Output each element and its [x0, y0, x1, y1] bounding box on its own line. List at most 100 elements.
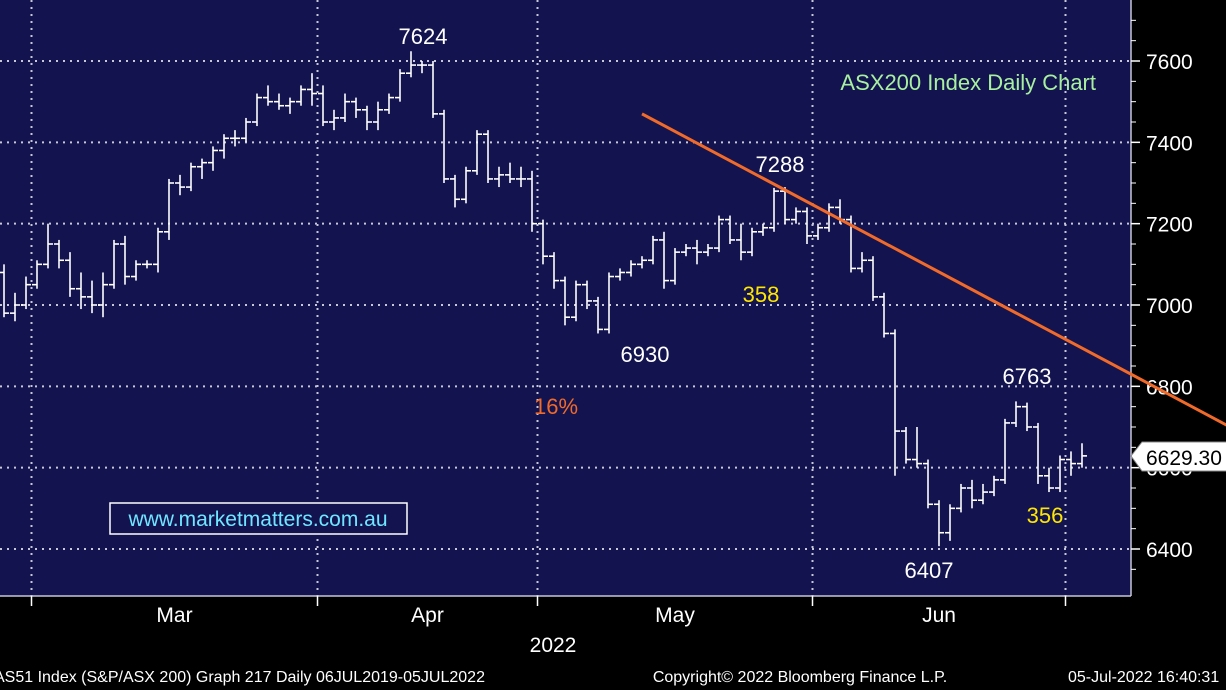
ohlc-bar	[384, 93, 394, 114]
ohlc-bar	[131, 260, 141, 281]
ohlc-bar	[65, 252, 75, 297]
ohlc-bar	[208, 146, 218, 171]
ohlc-bar	[879, 292, 889, 338]
ohlc-bar	[32, 260, 42, 289]
ohlc-bar	[714, 215, 724, 253]
ohlc-bar	[0, 264, 9, 318]
ohlc-bar	[582, 280, 592, 310]
ohlc-bar	[549, 252, 559, 289]
ohlc-bar	[901, 427, 911, 464]
ohlc-bar	[417, 61, 427, 74]
ohlc-bar	[175, 174, 185, 196]
ohlc-bar	[43, 223, 53, 269]
x-tick-label: May	[655, 604, 695, 627]
ohlc-bar	[923, 459, 933, 509]
ohlc-bar	[538, 219, 548, 265]
ohlc-bar	[615, 268, 625, 281]
y-tick-label: 7000	[1146, 295, 1193, 318]
ohlc-bar	[956, 483, 966, 513]
watermark-text: www.marketmatters.com.au	[127, 508, 387, 531]
ohlc-bar	[252, 93, 262, 127]
ohlc-bar	[1044, 467, 1054, 493]
ohlc-bar	[758, 223, 768, 236]
annotation-high-2: 7288	[756, 152, 805, 177]
ohlc-bar	[857, 252, 867, 273]
last-price-marker: 6629.30	[1130, 441, 1226, 472]
price-bars	[0, 51, 1087, 547]
ohlc-bar	[186, 162, 196, 192]
ohlc-bar	[604, 272, 614, 334]
ohlc-bar	[802, 207, 812, 244]
ohlc-bar	[989, 475, 999, 497]
ohlc-bar	[362, 105, 372, 131]
ohlc-bar	[120, 235, 130, 285]
ohlc-bar	[87, 280, 97, 314]
x-tick-label: Jun	[922, 604, 956, 627]
y-tick-label: 7600	[1146, 51, 1193, 74]
y-tick-label: 7200	[1146, 214, 1193, 237]
chart-title: ASX200 Index Daily Chart	[840, 70, 1096, 95]
ohlc-bar	[560, 276, 570, 326]
ohlc-bar	[340, 93, 350, 122]
y-axis-area	[1131, 0, 1226, 596]
ohlc-bar	[1022, 402, 1032, 432]
last-price-label: 6629.30	[1146, 447, 1222, 470]
ohlc-bar	[637, 256, 647, 269]
annotation-low-1: 6930	[621, 342, 670, 367]
ohlc-bar	[296, 85, 306, 106]
ohlc-bar	[406, 51, 416, 78]
ohlc-bar	[571, 280, 581, 322]
ohlc-bar	[1011, 401, 1021, 427]
ohlc-bar	[285, 97, 295, 114]
annotation-high-1: 7624	[399, 24, 448, 49]
ohlc-bar	[54, 239, 64, 269]
footer-right: 05-Jul-2022 16:40:31	[1068, 669, 1219, 686]
ohlc-bar	[670, 248, 680, 285]
ohlc-bar	[1055, 455, 1065, 493]
ohlc-bar	[681, 244, 691, 257]
ohlc-bar	[450, 174, 460, 208]
x-tick-label: Apr	[411, 604, 444, 627]
ohlc-bar	[263, 85, 273, 106]
ohlc-bar	[934, 500, 944, 547]
ohlc-bar	[373, 101, 383, 131]
ohlc-bar	[747, 227, 757, 257]
ohlc-bar	[703, 244, 713, 257]
ohlc-bar	[736, 223, 746, 261]
ohlc-bar	[472, 130, 482, 175]
vertical-gridlines	[30, 0, 1067, 596]
ohlc-bar	[197, 158, 207, 179]
ohlc-bar	[153, 227, 163, 273]
ohlc-bar	[274, 93, 284, 110]
ohlc-bar	[593, 296, 603, 334]
ohlc-bar	[439, 109, 449, 183]
ohlc-bar	[351, 97, 361, 118]
ohlc-bar	[890, 329, 900, 476]
ohlc-bar	[1033, 422, 1043, 484]
ohlc-bar	[978, 483, 988, 505]
ohlc-bar	[219, 134, 229, 159]
ohlc-bar	[1066, 451, 1076, 476]
y-tick-label: 6800	[1146, 376, 1193, 399]
ohlc-bar	[967, 479, 977, 509]
ohlc-bar	[725, 215, 735, 244]
ohlc-bar	[648, 235, 658, 265]
ohlc-bar	[318, 85, 328, 127]
annotation-rally-1: 358	[743, 282, 780, 307]
ohlc-bar	[1077, 443, 1087, 468]
ohlc-bar	[945, 504, 955, 541]
ohlc-bar	[76, 272, 86, 310]
x-axis-ticks: Mar Apr May Jun	[30, 596, 1067, 627]
ohlc-bar	[494, 166, 504, 188]
ohlc-bar	[659, 231, 669, 289]
ohlc-bar	[164, 178, 174, 240]
annotation-decline: 16%	[534, 394, 578, 419]
ohlc-bar	[142, 260, 152, 269]
annotation-low-2: 6407	[905, 558, 954, 583]
ohlc-bar	[395, 69, 405, 102]
y-tick-label: 7400	[1146, 132, 1193, 155]
ohlc-bar	[813, 223, 823, 240]
ohlc-bar	[230, 130, 240, 147]
ohlc-bar	[109, 239, 119, 289]
ohlc-bar	[692, 239, 702, 265]
